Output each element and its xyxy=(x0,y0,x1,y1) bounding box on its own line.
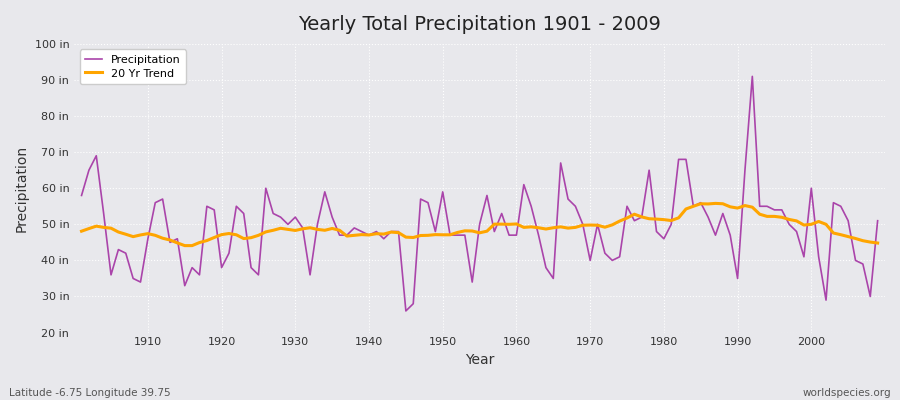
Line: 20 Yr Trend: 20 Yr Trend xyxy=(82,203,878,246)
20 Yr Trend xyxy=(511,222,522,226)
Text: worldspecies.org: worldspecies.org xyxy=(803,388,891,398)
Y-axis label: Precipitation: Precipitation xyxy=(15,145,29,232)
Precipitation xyxy=(400,308,411,313)
Precipitation xyxy=(511,233,522,238)
20 Yr Trend xyxy=(349,233,360,238)
Line: Precipitation: Precipitation xyxy=(82,76,878,311)
Precipitation xyxy=(135,280,146,284)
Precipitation xyxy=(297,226,308,230)
Title: Yearly Total Precipitation 1901 - 2009: Yearly Total Precipitation 1901 - 2009 xyxy=(298,15,661,34)
20 Yr Trend xyxy=(179,243,190,248)
Legend: Precipitation, 20 Yr Trend: Precipitation, 20 Yr Trend xyxy=(80,50,186,84)
Text: Latitude -6.75 Longitude 39.75: Latitude -6.75 Longitude 39.75 xyxy=(9,388,171,398)
20 Yr Trend xyxy=(518,225,529,230)
Precipitation xyxy=(341,233,352,238)
Precipitation xyxy=(607,258,617,263)
Precipitation xyxy=(76,193,87,198)
X-axis label: Year: Year xyxy=(465,353,494,367)
Precipitation xyxy=(872,218,883,223)
20 Yr Trend xyxy=(135,232,146,237)
20 Yr Trend xyxy=(76,229,87,234)
20 Yr Trend xyxy=(872,241,883,246)
20 Yr Trend xyxy=(710,201,721,206)
20 Yr Trend xyxy=(304,225,315,230)
Precipitation xyxy=(747,74,758,79)
20 Yr Trend xyxy=(607,222,617,227)
Precipitation xyxy=(518,182,529,187)
